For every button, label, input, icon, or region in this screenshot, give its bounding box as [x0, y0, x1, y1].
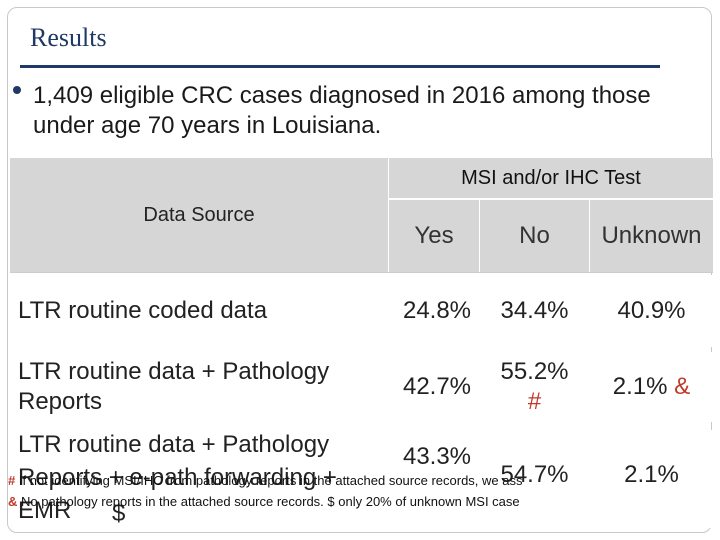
- header-msi-ihc: MSI and/or IHC Test: [389, 158, 713, 198]
- bullet-dot: [13, 86, 21, 94]
- row2-unknown: 2.1% &: [590, 352, 713, 422]
- grid-line: [479, 199, 480, 272]
- header-yes: Yes: [389, 199, 479, 272]
- slide-title: Results: [30, 23, 107, 52]
- row2-unknown-mark: &: [674, 373, 691, 400]
- footnote-1-mark: #: [8, 473, 16, 488]
- header-no: No: [480, 199, 589, 272]
- grid-line: [388, 158, 389, 272]
- row3-unknown: 2.1%: [590, 430, 713, 528]
- row3-label-mark: $: [112, 500, 126, 527]
- row1-yes: 24.8%: [397, 275, 477, 347]
- row1-label: LTR routine coded data: [18, 275, 388, 347]
- footnote-2: & No pathology reports in the attached s…: [8, 494, 520, 509]
- row3-label: LTR routine data + Pathology Reports + e…: [18, 428, 388, 528]
- header-data-source: Data Source: [10, 158, 388, 272]
- row2-no: 55.2% #: [480, 352, 589, 422]
- grid-line: [10, 272, 713, 273]
- row1-unknown: 40.9%: [590, 275, 713, 347]
- row2-yes: 42.7%: [397, 352, 477, 422]
- row1-no: 34.4%: [480, 275, 589, 347]
- footnote-2-mark: &: [8, 494, 18, 509]
- grid-line: [389, 198, 713, 200]
- title-rule: [20, 65, 660, 68]
- row2-no-mark: #: [527, 388, 542, 415]
- row3-no: 54.7%: [480, 430, 589, 528]
- header-unknown: Unknown: [590, 199, 713, 272]
- bullet-text: 1,409 eligible CRC cases diagnosed in 20…: [33, 82, 651, 139]
- grid-line: [589, 199, 590, 272]
- footnote-1: # If not identifying MSI/IHC from pathol…: [8, 473, 523, 488]
- row3-yes: 43.3%: [397, 430, 477, 528]
- row2-label: LTR routine data + Pathology Reports: [18, 352, 388, 422]
